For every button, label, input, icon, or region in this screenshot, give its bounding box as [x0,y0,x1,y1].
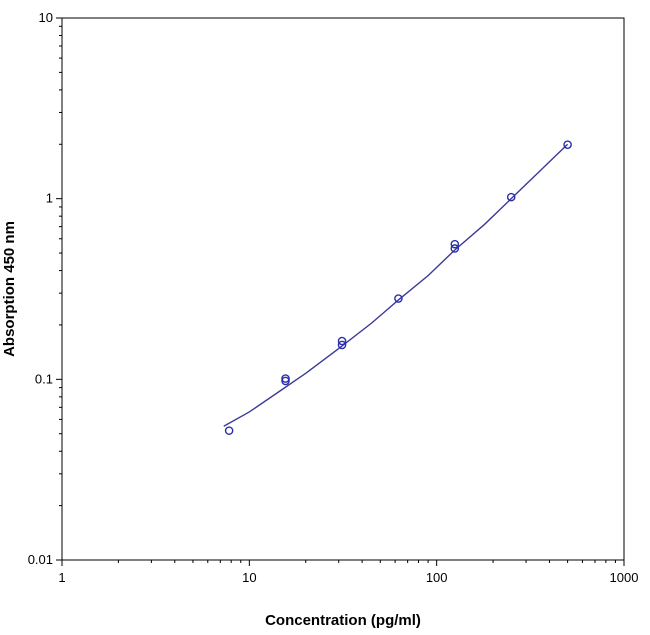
y-axis-title: Absorption 450 nm [1,221,18,357]
data-point [337,336,347,346]
data-point [563,140,572,149]
y-tick-label: 0.1 [35,371,53,386]
data-point [506,192,516,202]
x-tick-label: 100 [426,570,448,585]
plot-frame [61,17,625,561]
fit-curve [223,143,569,427]
data-point [450,244,460,253]
x-tick-label: 1000 [610,570,639,585]
y-tick-label: 1 [46,191,53,206]
x-tick-label: 10 [242,570,256,585]
axis-ticks [56,17,625,566]
data-point [281,376,290,386]
data-point [337,340,347,350]
y-tick-label: 0.01 [28,552,53,567]
tick-labels: 1 10 100 1000 0.01 0.1 1 10 [28,10,639,585]
x-tick-label: 1 [58,570,65,585]
y-tick-label: 10 [39,10,53,25]
data-point [224,426,234,435]
x-axis-title: Concentration (pg/ml) [265,612,421,629]
data-point [281,374,290,383]
data-point [394,294,403,303]
data-points [224,140,572,435]
data-point [450,239,460,249]
